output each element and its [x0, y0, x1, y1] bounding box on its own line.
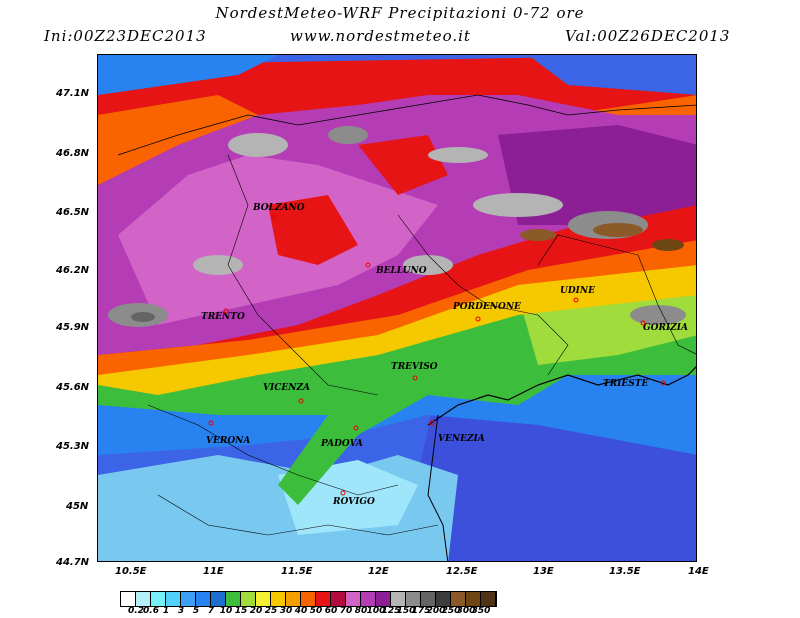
legend-color-box	[181, 592, 196, 606]
city-belluno: BELLUNO	[375, 266, 427, 276]
legend-label: 80	[354, 606, 368, 616]
legend-color-box	[271, 592, 286, 606]
legend-label: 30	[279, 606, 293, 616]
legend-color-box	[376, 592, 391, 606]
lat-tick: 46.5N	[56, 207, 90, 218]
legend-label: 300	[456, 606, 476, 616]
legend-label: 100	[366, 606, 386, 616]
precipitation-map: BOLZANO BELLUNO UDINE PORDENONE GORIZIA …	[97, 54, 697, 562]
lon-tick: 13.5E	[609, 566, 641, 577]
lat-tick: 45N	[66, 501, 89, 512]
website-label: www.nordestmeteo.it	[290, 27, 471, 45]
legend-color-box	[466, 592, 481, 606]
valid-time-label: Val:00Z26DEC2013	[565, 27, 731, 45]
lon-tick: 11E	[203, 566, 224, 577]
lat-tick: 46.8N	[56, 148, 90, 159]
legend-label: 150	[396, 606, 416, 616]
city-trento: TRENTO	[201, 312, 245, 322]
legend-color-box	[211, 592, 226, 606]
legend-label: 175	[411, 606, 431, 616]
legend-color-box	[406, 592, 421, 606]
legend-color-box	[151, 592, 166, 606]
legend-color-box	[331, 592, 346, 606]
legend-color-box	[451, 592, 466, 606]
legend-label: 1	[162, 606, 170, 616]
lon-tick: 10.5E	[115, 566, 147, 577]
lon-tick: 12E	[368, 566, 389, 577]
lat-tick: 44.7N	[56, 557, 90, 568]
legend-color-box	[286, 592, 301, 606]
legend-label: 0.6	[143, 606, 159, 616]
legend-label: 5	[192, 606, 200, 616]
legend-label: 7	[207, 606, 215, 616]
legend-label: 3	[177, 606, 185, 616]
city-padova: PADOVA	[320, 439, 363, 449]
lat-tick: 45.6N	[56, 382, 90, 393]
city-gorizia: GORIZIA	[643, 323, 688, 333]
legend-color-box	[256, 592, 271, 606]
lon-tick: 12.5E	[446, 566, 478, 577]
init-time-label: Ini:00Z23DEC2013	[44, 27, 207, 45]
legend-label: 200	[426, 606, 446, 616]
city-vicenza: VICENZA	[263, 383, 310, 393]
legend-label: 250	[441, 606, 461, 616]
legend-label: 20	[249, 606, 263, 616]
lon-tick: 11.5E	[281, 566, 313, 577]
city-trieste: TRIESTE	[603, 379, 648, 389]
lon-tick: 13E	[533, 566, 554, 577]
legend-color-box	[481, 592, 496, 606]
legend-color-box	[436, 592, 451, 606]
city-treviso: TREVISO	[391, 362, 438, 372]
city-bolzano: BOLZANO	[252, 203, 305, 213]
precip-legend	[120, 591, 497, 607]
legend-label: 60	[324, 606, 338, 616]
legend-color-box	[226, 592, 241, 606]
legend-label: 125	[381, 606, 401, 616]
legend-color-box	[316, 592, 331, 606]
legend-color-box	[196, 592, 211, 606]
city-rovigo: ROVIGO	[332, 497, 375, 507]
legend-color-box	[136, 592, 151, 606]
legend-label: 350	[471, 606, 491, 616]
legend-label: 40	[294, 606, 308, 616]
city-udine: UDINE	[560, 286, 595, 296]
city-venezia: VENEZIA	[438, 434, 485, 444]
lat-tick: 47.1N	[56, 88, 90, 99]
legend-color-box	[241, 592, 256, 606]
lat-tick: 45.9N	[56, 322, 90, 333]
city-verona: VERONA	[206, 436, 250, 446]
legend-color-box	[166, 592, 181, 606]
legend-label: 10	[219, 606, 233, 616]
legend-color-box	[121, 592, 136, 606]
legend-label: 50	[309, 606, 323, 616]
lat-tick: 46.2N	[56, 265, 90, 276]
city-pordenone: PORDENONE	[452, 302, 521, 312]
lon-tick: 14E	[688, 566, 709, 577]
legend-color-box	[391, 592, 406, 606]
legend-label: 0.2	[128, 606, 144, 616]
legend-label: 25	[264, 606, 278, 616]
legend-label: 70	[339, 606, 353, 616]
legend-color-box	[421, 592, 436, 606]
map-title: NordestMeteo-WRF Precipitazioni 0-72 ore	[215, 4, 585, 22]
legend-color-box	[346, 592, 361, 606]
legend-color-box	[361, 592, 376, 606]
lat-tick: 45.3N	[56, 441, 90, 452]
legend-color-box	[301, 592, 316, 606]
legend-label: 15	[234, 606, 248, 616]
